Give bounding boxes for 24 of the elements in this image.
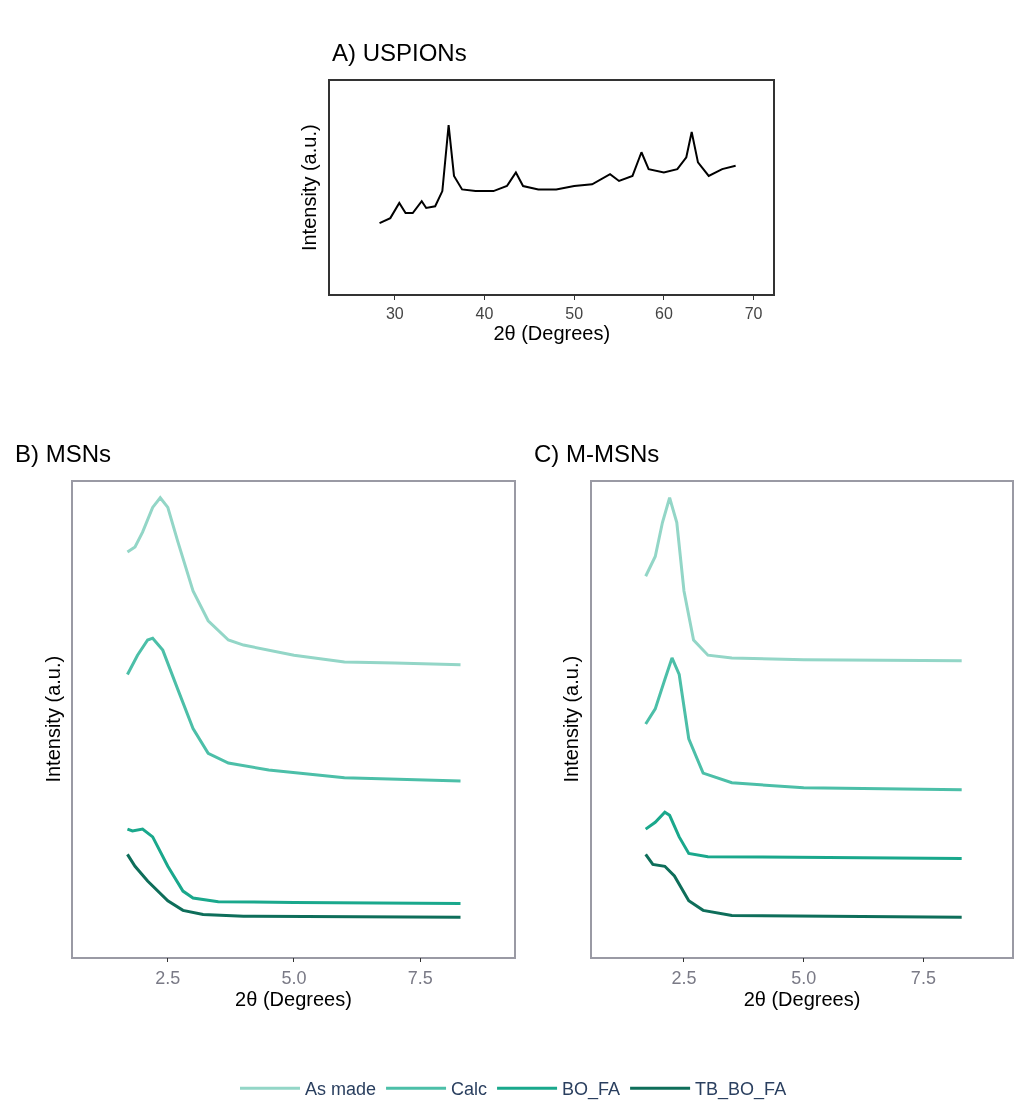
x-tick-label: 60 (654, 305, 673, 323)
chart-title: A) USPIONs (332, 39, 467, 66)
x-tick-label: 7.5 (407, 968, 433, 989)
x-tick-label: 5.0 (791, 968, 817, 989)
x-tick-label: 2.5 (155, 968, 181, 989)
chart-title: B) MSNs (15, 440, 111, 467)
x-tick-label: 70 (744, 305, 763, 323)
chart-title: C) M-MSNs (534, 440, 660, 467)
x-tick-label: 7.5 (910, 968, 936, 989)
x-tick-label: 5.0 (281, 968, 307, 989)
x-axis-title: 2θ (Degrees) (235, 988, 352, 1011)
y-axis-title: Intensity (a.u.) (560, 655, 583, 783)
y-axis-title: Intensity (a.u.) (298, 124, 321, 252)
y-axis-title: Intensity (a.u.) (41, 655, 64, 783)
legend-label: Calc (451, 1079, 488, 1100)
x-axis-title: 2θ (Degrees) (493, 322, 611, 345)
x-tick-label: 30 (385, 305, 404, 323)
legend-label: TB_BO_FA (695, 1079, 787, 1101)
x-axis-title: 2θ (Degrees) (743, 988, 861, 1011)
legend-label: As made (305, 1079, 377, 1100)
x-tick-label: 2.5 (671, 968, 697, 989)
x-tick-label: 40 (475, 305, 494, 323)
x-tick-label: 50 (565, 305, 584, 323)
legend-label: BO_FA (562, 1079, 621, 1101)
